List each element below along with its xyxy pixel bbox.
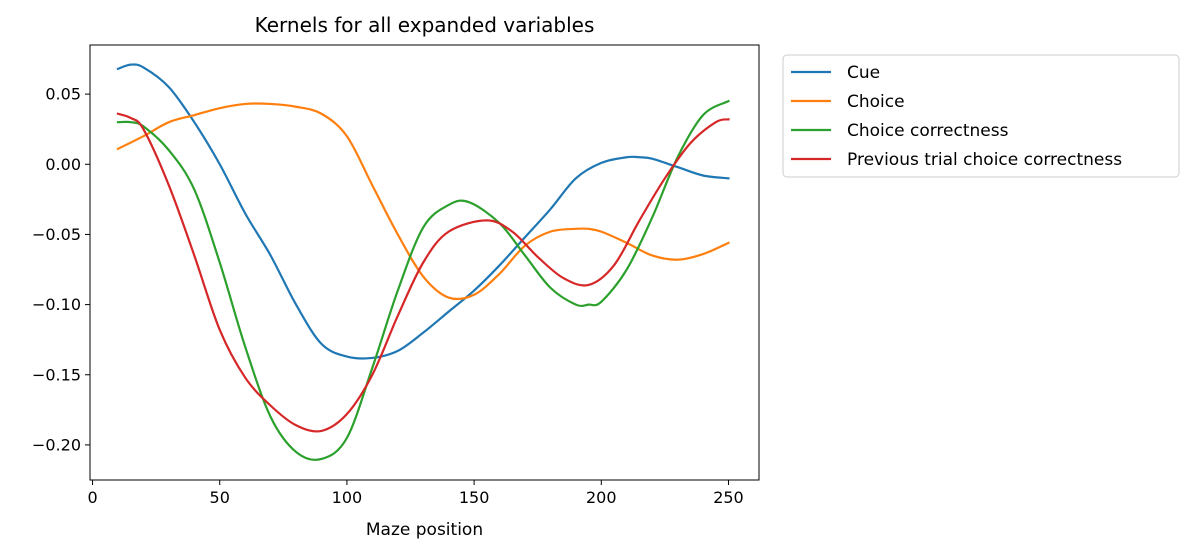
plot-area-frame <box>89 44 760 481</box>
x-tick-label: 0 <box>87 488 97 507</box>
legend-entry: Choice <box>847 92 905 112</box>
y-tick-label: −0.15 <box>32 365 81 384</box>
x-tick-label: 100 <box>332 488 363 507</box>
y-tick-label: −0.05 <box>32 225 81 244</box>
legend-box <box>782 54 1180 178</box>
x-axis: 0 50 100 150 200 250 <box>87 480 744 507</box>
chart-title: Kernels for all expanded variables <box>255 13 595 37</box>
x-axis-label: Maze position <box>366 520 483 540</box>
y-tick-label: 0.00 <box>45 155 81 174</box>
series-line-0 <box>116 63 730 360</box>
x-tick-label: 200 <box>586 488 617 507</box>
y-tick-label: −0.10 <box>32 295 81 314</box>
y-tick-label: 0.05 <box>45 85 81 104</box>
series-lines <box>116 63 730 461</box>
legend-entry: Cue <box>847 63 880 83</box>
series-line-3 <box>116 112 730 433</box>
legend-entry: Choice correctness <box>847 121 1009 141</box>
legend: Cue Choice Choice correctness Previous tria… <box>782 54 1180 178</box>
x-tick-label: 50 <box>210 488 230 507</box>
legend-entry: Previous trial choice correctness <box>847 150 1122 170</box>
series-line-2 <box>116 99 730 461</box>
series-line-1 <box>116 102 730 301</box>
y-tick-label: −0.20 <box>32 435 81 454</box>
x-tick-label: 150 <box>459 488 490 507</box>
x-tick-label: 250 <box>713 488 744 507</box>
y-axis: 0.05 0.00 −0.05 −0.10 −0.15 −0.20 <box>32 85 90 454</box>
